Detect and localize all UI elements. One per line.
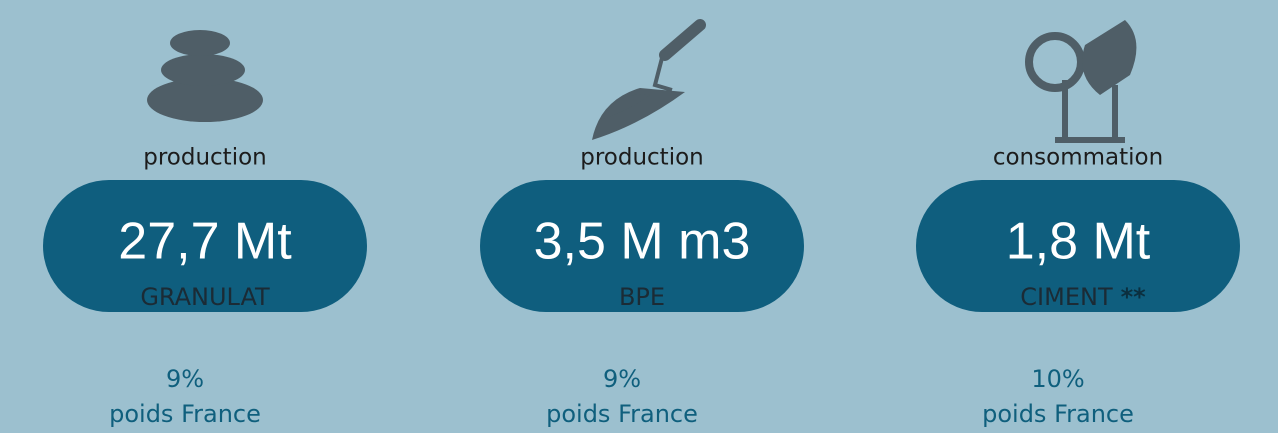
card-label: production <box>143 145 267 171</box>
card-percent: 9% <box>603 365 641 393</box>
card-value: 3,5 M m3 <box>534 213 751 271</box>
card-value: 27,7 Mt <box>118 213 292 271</box>
card-caption: poids France <box>109 400 261 428</box>
pill <box>916 180 1240 312</box>
card-value: 1,8 Mt <box>1006 213 1151 271</box>
card-caption: poids France <box>546 400 698 428</box>
pill <box>480 180 804 312</box>
card: production 3,5 M m3 BPE 9% poids France <box>480 145 804 428</box>
trowel-icon <box>592 19 706 140</box>
card: consommation 1,8 Mt CIMENT ** 10% poids Franc… <box>916 145 1240 428</box>
card-label: production <box>580 145 704 171</box>
card-name: BPE <box>619 283 665 311</box>
mixer-icon <box>1025 20 1137 143</box>
card-name-text: CIMENT <box>1020 283 1113 311</box>
card-name-mark: ** <box>1121 283 1147 311</box>
card-name: GRANULAT <box>140 283 270 311</box>
card-percent: 10% <box>1031 365 1084 393</box>
card: production 27,7 Mt GRANULAT 9% poids France <box>43 145 367 428</box>
card-percent: 9% <box>166 365 204 393</box>
card-caption: poids France <box>982 400 1134 428</box>
stones-icon <box>147 30 263 122</box>
card-label: consommation <box>993 145 1163 171</box>
card-name: CIMENT ** <box>1020 283 1146 311</box>
pill <box>43 180 367 312</box>
